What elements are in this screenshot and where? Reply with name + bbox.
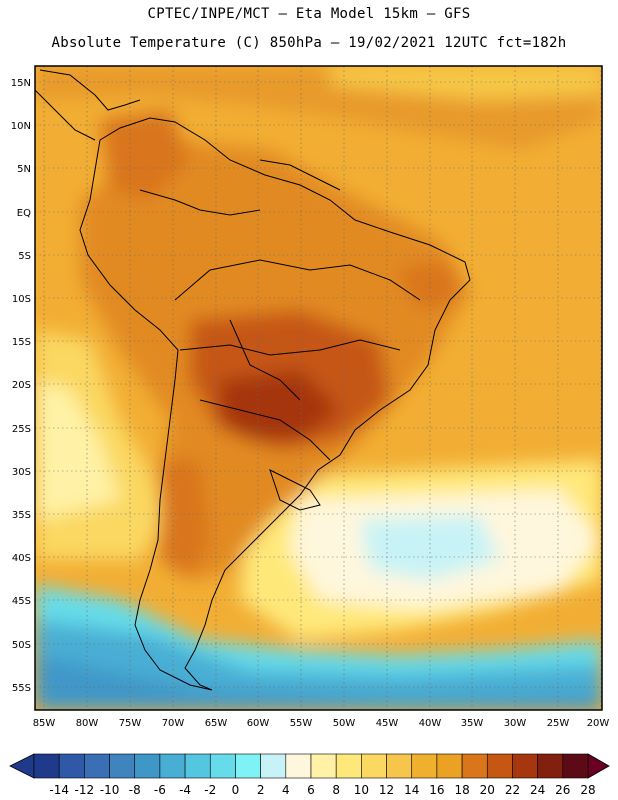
colorbar-cell — [84, 753, 110, 779]
colorbar-cell — [436, 753, 463, 779]
colorbar-tick-label: 20 — [480, 783, 495, 797]
lon-label: 85W — [33, 718, 56, 729]
lat-label: 50S — [12, 640, 31, 651]
longitude-labels: 85W 80W 75W 70W 65W 60W 55W 50W 45W 40W … — [33, 718, 610, 729]
colorbar-cell — [335, 753, 362, 779]
colorbar-cell — [310, 753, 337, 779]
colorbar-tick-label: 0 — [232, 783, 240, 797]
lat-label: EQ — [17, 208, 31, 219]
colorbar-tick-label: -2 — [204, 783, 216, 797]
colorbar-tick-label: 26 — [555, 783, 570, 797]
latitude-labels: 15N 10N 5N EQ 5S 10S 15S 20S 25S 30S 35S… — [11, 78, 31, 694]
colorbar-overflow-arrow — [587, 753, 610, 779]
colorbar-cell — [235, 753, 261, 779]
lon-label: 35W — [461, 718, 484, 729]
colorbar-tick-label: 4 — [282, 783, 290, 797]
colorbar: -14 -12 -10 -8 -6 -4 -2 0 2 4 6 8 10 12 14 16 18 20 22 24 26… — [9, 753, 610, 797]
colorbar-tick-label: 6 — [307, 783, 315, 797]
colorbar-cell — [537, 753, 564, 779]
lon-label: 25W — [547, 718, 570, 729]
colorbar-cell — [33, 753, 60, 779]
lat-label: 20S — [12, 380, 31, 391]
colorbar-tick-label: 14 — [404, 783, 419, 797]
colorbar-tick-label: 18 — [454, 783, 469, 797]
chart-title-line-1: CPTEC/INPE/MCT – Eta Model 15km – GFS — [147, 6, 471, 22]
colorbar-underflow-arrow — [9, 753, 35, 779]
colorbar-tick-label: -10 — [100, 783, 120, 797]
colorbar-tick-label: 28 — [580, 783, 595, 797]
colorbar-cell — [159, 753, 186, 779]
lat-label: 30S — [12, 467, 31, 478]
lon-label: 80W — [76, 718, 99, 729]
colorbar-cell — [461, 753, 488, 779]
map-frame — [34, 65, 603, 711]
lat-label: 15S — [12, 337, 31, 348]
lat-label: 40S — [12, 553, 31, 564]
lon-label: 20W — [587, 718, 610, 729]
colorbar-cell — [58, 753, 85, 779]
colorbar-cell — [386, 753, 413, 779]
colorbar-tick-label: -4 — [179, 783, 191, 797]
lat-label: 55S — [12, 683, 31, 694]
lon-label: 45W — [376, 718, 399, 729]
lon-label: 40W — [419, 718, 442, 729]
colorbar-tick-label: -6 — [154, 783, 166, 797]
lat-label: 5S — [18, 251, 31, 262]
colorbar-cell — [562, 753, 589, 779]
lat-label: 35S — [12, 510, 31, 521]
colorbar-tick-label: 12 — [379, 783, 394, 797]
lon-label: 30W — [504, 718, 527, 729]
lon-label: 70W — [162, 718, 185, 729]
lat-label: 45S — [12, 596, 31, 607]
colorbar-tick-label: -14 — [49, 783, 69, 797]
lat-label: 10N — [11, 121, 31, 132]
lon-label: 55W — [290, 718, 313, 729]
lat-label: 15N — [11, 78, 31, 89]
lat-label: 5N — [17, 164, 31, 175]
colorbar-cell — [260, 753, 287, 779]
temperature-field — [35, 66, 602, 710]
colorbar-tick-label: 22 — [505, 783, 520, 797]
colorbar-tick-label: -12 — [75, 783, 95, 797]
lon-label: 60W — [247, 718, 270, 729]
colorbar-cell — [486, 753, 513, 779]
colorbar-cell — [134, 753, 161, 779]
colorbar-tick-label: 10 — [354, 783, 369, 797]
lon-label: 75W — [119, 718, 142, 729]
graticule — [35, 66, 602, 710]
colorbar-tick-label: 8 — [332, 783, 340, 797]
colorbar-cell — [512, 753, 538, 779]
lat-label: 10S — [12, 294, 31, 305]
colorbar-cell — [285, 753, 312, 779]
coastlines — [35, 69, 471, 691]
colorbar-tick-label: -8 — [129, 783, 141, 797]
colorbar-cell — [184, 753, 211, 779]
lat-label: 25S — [12, 424, 31, 435]
colorbar-tick-label: 16 — [429, 783, 444, 797]
colorbar-cell — [209, 753, 236, 779]
colorbar-cell — [411, 753, 438, 779]
colorbar-tick-label: 2 — [257, 783, 265, 797]
lon-label: 50W — [333, 718, 356, 729]
chart-title-line-2: Absolute Temperature (C) 850hPa – 19/02/… — [51, 35, 567, 51]
colorbar-cell — [109, 753, 136, 779]
colorbar-tick-label: 24 — [530, 783, 545, 797]
lon-label: 65W — [205, 718, 228, 729]
colorbar-cell — [361, 753, 387, 779]
